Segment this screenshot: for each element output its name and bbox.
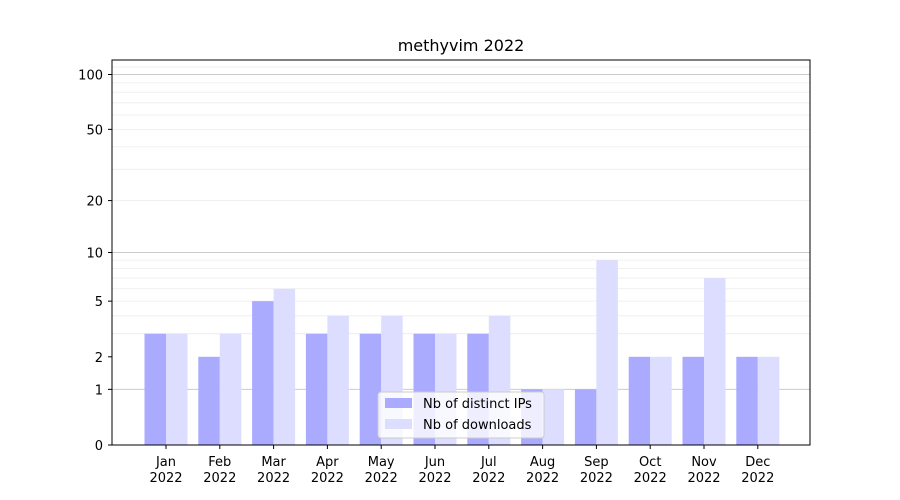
- legend: Nb of distinct IPs Nb of downloads: [377, 391, 545, 439]
- x-tick-label-year: 2022: [741, 471, 774, 486]
- bar-distinct-ips-nov: [682, 356, 704, 445]
- legend-swatch-distinct-ips: [385, 398, 412, 408]
- x-tick-label-year: 2022: [365, 471, 398, 486]
- x-tick-label-month: Nov: [691, 455, 717, 470]
- x-tick-label-month: May: [368, 455, 395, 470]
- x-tick-label-month: Sep: [584, 455, 609, 470]
- bar-distinct-ips-apr: [305, 333, 328, 445]
- x-tick-label-year: 2022: [634, 471, 667, 486]
- bar-distinct-ips-oct: [628, 356, 651, 445]
- y-tick-label: 20: [86, 195, 103, 210]
- bar-downloads-sep: [596, 260, 618, 445]
- bar-downloads-mar: [273, 288, 296, 445]
- bar-distinct-ips-sep: [574, 389, 597, 445]
- bar-downloads-oct: [650, 356, 672, 445]
- chart-title: methyvim 2022: [398, 36, 525, 55]
- x-tick-label-year: 2022: [203, 471, 236, 486]
- x-tick-label-month: Jul: [480, 455, 497, 470]
- y-tick-label: 100: [78, 69, 103, 84]
- grid-lines: [112, 66, 810, 390]
- legend-swatch-downloads: [385, 419, 412, 429]
- bar-downloads-apr: [327, 315, 349, 445]
- x-tick-label-year: 2022: [687, 471, 720, 486]
- x-tick-label-year: 2022: [472, 471, 505, 486]
- y-tick-label: 1: [95, 383, 103, 398]
- bar-downloads-jan: [166, 333, 188, 445]
- x-tick-label-year: 2022: [311, 471, 344, 486]
- legend-label-downloads: Nb of downloads: [423, 418, 532, 433]
- bar-distinct-ips-jan: [144, 333, 166, 445]
- bar-downloads-nov: [704, 278, 726, 445]
- x-tick-label-month: Dec: [745, 455, 770, 470]
- x-tick-label-year: 2022: [580, 471, 613, 486]
- x-tick-label-month: Feb: [208, 455, 231, 470]
- y-tick-label: 0: [95, 439, 103, 454]
- x-tick-label-year: 2022: [149, 471, 182, 486]
- x-tick-label-year: 2022: [418, 471, 451, 486]
- y-tick-label: 5: [95, 295, 103, 310]
- x-tick-label-month: Oct: [639, 455, 661, 470]
- x-tick-label-year: 2022: [526, 471, 559, 486]
- bar-distinct-ips-may: [359, 333, 382, 445]
- x-tick-label-month: Jun: [424, 455, 445, 470]
- x-tick-label-month: Apr: [316, 455, 339, 470]
- x-tick-label-month: Aug: [530, 455, 555, 470]
- bar-downloads-aug: [542, 389, 565, 445]
- bar-downloads-feb: [219, 333, 242, 445]
- bar-downloads-dec: [757, 356, 780, 445]
- x-tick-label-month: Jan: [155, 455, 176, 470]
- y-tick-label: 2: [95, 351, 103, 366]
- legend-label-distinct-ips: Nb of distinct IPs: [423, 397, 532, 412]
- legend-box: [377, 391, 545, 439]
- x-axis: Jan2022Feb2022Mar2022Apr2022May2022Jun20…: [149, 445, 774, 486]
- x-tick-label-month: Mar: [261, 455, 286, 470]
- y-tick-label: 50: [86, 123, 103, 138]
- bar-distinct-ips-mar: [252, 301, 274, 445]
- x-tick-label-year: 2022: [257, 471, 290, 486]
- y-tick-label: 10: [86, 247, 103, 262]
- bar-distinct-ips-feb: [198, 356, 220, 445]
- y-axis: 0 1 2 5 10 20 50 100: [78, 69, 112, 454]
- bar-distinct-ips-dec: [736, 356, 758, 445]
